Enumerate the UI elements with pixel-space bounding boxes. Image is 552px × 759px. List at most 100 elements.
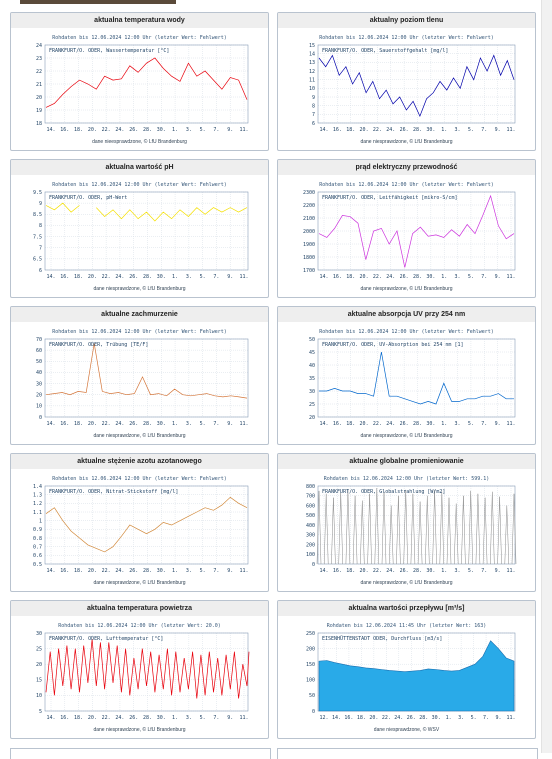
series-legend: FRANKFURT/O. ODER, Nitrat-Stickstoff [mg… xyxy=(49,489,178,495)
y-tick-label: 0 xyxy=(39,415,42,421)
x-tick-label: 9. xyxy=(227,568,233,574)
x-tick-label: 28. xyxy=(143,421,152,427)
y-tick-label: 50 xyxy=(36,359,42,365)
x-tick-label: 22. xyxy=(373,421,382,427)
y-tick-label: 25 xyxy=(309,402,315,408)
card-footer-source: dane niesprawdzone, © WSV xyxy=(373,727,440,733)
x-tick-label: 7. xyxy=(483,715,489,721)
x-tick-label: 16. xyxy=(60,274,69,280)
x-tick-label: 11. xyxy=(239,715,248,721)
y-tick-label: 0.9 xyxy=(33,527,42,533)
page-scrollbar[interactable] xyxy=(541,0,552,753)
x-tick-label: 9. xyxy=(495,274,501,280)
y-tick-label: 150 xyxy=(306,662,315,668)
y-tick-label: 9 xyxy=(312,95,315,101)
x-tick-label: 24. xyxy=(115,127,124,133)
y-tick-label: 8.5 xyxy=(33,212,42,218)
x-tick-label: 18. xyxy=(357,715,366,721)
y-tick-label: 300 xyxy=(306,533,315,539)
plot-frame xyxy=(317,44,516,124)
x-tick-label: 26. xyxy=(400,568,409,574)
y-tick-label: 0.5 xyxy=(33,562,42,568)
y-tick-label: 400 xyxy=(306,523,315,529)
y-tick-label: 10 xyxy=(36,404,42,410)
y-tick-label: 14 xyxy=(309,51,315,57)
card-footer-source: dane niesprawdzone, © LfU Brandenburg xyxy=(360,580,453,586)
x-tick-label: 14. xyxy=(319,274,328,280)
x-tick-label: 26. xyxy=(129,715,138,721)
x-tick-label: 28. xyxy=(143,568,152,574)
x-tick-label: 7. xyxy=(213,127,219,133)
x-tick-label: 20. xyxy=(88,715,97,721)
y-tick-label: 9 xyxy=(39,201,42,207)
y-tick-label: 10 xyxy=(36,693,42,699)
card-title: aktualna temperatura powietrza xyxy=(11,601,268,616)
x-tick-label: 9. xyxy=(227,715,233,721)
card-title: aktualna wartości przepływu [m³/s] xyxy=(278,601,535,616)
plot-frame xyxy=(44,485,249,565)
x-tick-label: 5. xyxy=(200,421,206,427)
x-tick-label: 30. xyxy=(157,715,166,721)
y-tick-label: 800 xyxy=(306,484,315,490)
x-tick-label: 11. xyxy=(506,274,515,280)
x-tick-label: 20. xyxy=(360,568,369,574)
x-tick-label: 30. xyxy=(426,421,435,427)
y-tick-label: 7 xyxy=(39,246,42,252)
x-tick-label: 18. xyxy=(346,421,355,427)
x-tick-label: 11. xyxy=(506,127,515,133)
chart-card-air-temperature: aktualna temperatura powietrza Rohdaten b… xyxy=(10,600,269,739)
x-tick-label: 16. xyxy=(344,715,353,721)
x-tick-label: 1. xyxy=(441,568,447,574)
x-tick-label: 5. xyxy=(468,568,474,574)
card-subtitle: Rohdaten bis 12.06.2024 12:00 Uhr (letzt… xyxy=(319,35,494,41)
y-tick-label: 0.6 xyxy=(33,553,42,559)
x-tick-label: 3. xyxy=(186,274,192,280)
y-tick-label: 1800 xyxy=(303,255,315,261)
y-tick-label: 35 xyxy=(309,376,315,382)
x-tick-label: 3. xyxy=(186,127,192,133)
x-tick-label: 28. xyxy=(413,568,422,574)
card-footer-source: dane niesprawdzone, © LfU Brandenburg xyxy=(93,286,186,292)
card-subtitle: Rohdaten bis 12.06.2024 12:00 Uhr (letzt… xyxy=(319,182,494,188)
y-tick-label: 5 xyxy=(39,709,42,715)
card-title: aktualna wartość pH xyxy=(11,160,268,175)
chart-card-discharge: aktualna wartości przepływu [m³/s] Rohdat… xyxy=(277,600,536,739)
x-tick-label: 26. xyxy=(400,127,409,133)
y-tick-label: 60 xyxy=(36,348,42,354)
x-tick-label: 11. xyxy=(239,421,248,427)
x-tick-label: 22. xyxy=(102,715,111,721)
x-tick-label: 1. xyxy=(172,421,178,427)
y-tick-label: 2200 xyxy=(303,203,315,209)
chart-card-conductivity: prąd elektryczny przewodność Rohdaten bis… xyxy=(277,159,536,298)
y-tick-label: 2300 xyxy=(303,190,315,196)
y-tick-label: 600 xyxy=(306,503,315,509)
x-tick-label: 14. xyxy=(319,127,328,133)
y-tick-label: 0 xyxy=(312,562,315,568)
y-tick-label: 1900 xyxy=(303,242,315,248)
y-tick-label: 20 xyxy=(36,662,42,668)
card-subtitle: Rohdaten bis 12.06.2024 11:45 Uhr (letzt… xyxy=(326,623,487,629)
y-tick-label: 200 xyxy=(306,646,315,652)
x-tick-label: 1. xyxy=(172,715,178,721)
y-tick-label: 24 xyxy=(36,43,42,49)
x-tick-label: 18. xyxy=(74,127,83,133)
y-tick-label: 0.7 xyxy=(33,544,42,550)
y-tick-label: 40 xyxy=(36,370,42,376)
x-tick-label: 20. xyxy=(88,421,97,427)
x-tick-label: 14. xyxy=(46,715,55,721)
x-tick-label: 16. xyxy=(333,568,342,574)
chart-ph-value: 6 6.5 7 7.5 8 8.5 9 9.5 14. 16. 18. 20. 22. 24. 26. 28.… xyxy=(33,190,249,280)
x-tick-label: 1. xyxy=(172,568,178,574)
x-tick-label: 16. xyxy=(333,274,342,280)
series-area xyxy=(318,640,515,712)
card-subtitle: Rohdaten bis 12.06.2024 12:00 Uhr (letzt… xyxy=(319,329,494,335)
y-tick-label: 2000 xyxy=(303,229,315,235)
x-tick-label: 7. xyxy=(481,421,487,427)
y-tick-label: 9.5 xyxy=(33,190,42,196)
x-tick-label: 24. xyxy=(115,568,124,574)
x-tick-label: 3. xyxy=(455,421,461,427)
chart-air-temperature: 5 10 15 20 25 30 14. 16. 18. 20. 22. 24. 26. 28. 30. 1.… xyxy=(36,631,250,721)
x-tick-label: 11. xyxy=(506,568,515,574)
x-tick-label: 30. xyxy=(426,274,435,280)
card-footer-source: dane niesprawdzone, © LfU Brandenburg xyxy=(93,727,186,733)
